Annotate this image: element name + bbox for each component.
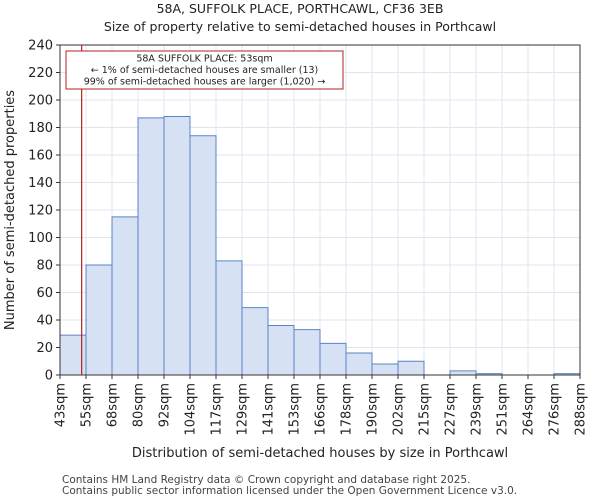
x-tick-label: 202sqm (392, 383, 407, 436)
y-tick-label: 220 (28, 66, 53, 81)
y-axis-label: Number of semi-detached properties (3, 90, 18, 330)
annotation-line: 99% of semi-detached houses are larger (… (84, 77, 326, 88)
histogram-bar (163, 116, 191, 376)
annotation-line: 58A SUFFOLK PLACE: 53sqm (136, 54, 272, 65)
chart-subtitle: Size of property relative to semi-detach… (103, 19, 497, 34)
y-tick-label: 80 (36, 259, 53, 274)
x-tick-label: 92sqm (158, 383, 173, 427)
x-tick-label: 166sqm (314, 383, 329, 436)
x-tick-label: 288sqm (574, 383, 589, 436)
x-tick-label: 264sqm (522, 383, 537, 436)
x-tick-label: 55sqm (80, 383, 95, 427)
x-tick-label: 104sqm (184, 383, 199, 436)
y-tick-label: 180 (28, 121, 53, 136)
x-tick-label: 141sqm (262, 383, 277, 436)
y-tick-label: 20 (36, 341, 53, 356)
x-tick-label: 129sqm (236, 383, 251, 436)
y-tick-label: 140 (28, 176, 53, 191)
x-tick-label: 215sqm (418, 383, 433, 436)
histogram-chart: 0 20 40 60 80 100 120 140 160 180 200 220 240 43sqm 55… (3, 39, 589, 462)
x-tick-label: 117sqm (210, 383, 225, 436)
x-tick-label: 43sqm (54, 383, 69, 427)
histogram-bar (241, 307, 269, 376)
x-tick-label: 239sqm (470, 383, 485, 436)
y-tick-label: 100 (28, 231, 53, 246)
histogram-bar (85, 264, 113, 376)
histogram-bar (371, 363, 399, 376)
y-tick-label: 0 (45, 369, 53, 384)
x-tick-label: 251sqm (496, 383, 511, 436)
x-tick-label: 178sqm (340, 383, 355, 436)
histogram-bar (397, 360, 425, 376)
histogram-bar (267, 325, 295, 376)
y-tick-label: 40 (36, 314, 53, 329)
chart-title: 58A, SUFFOLK PLACE, PORTHCAWL, CF36 3EB (156, 1, 444, 16)
histogram-bar (215, 260, 243, 376)
y-tick-label: 120 (28, 204, 53, 219)
x-tick-label: 227sqm (444, 383, 459, 436)
y-tick-label: 200 (28, 94, 53, 109)
footer-copyright: Contains HM Land Registry data © Crown c… (62, 474, 471, 486)
annotation-box (65, 50, 344, 90)
x-tick-label: 276sqm (548, 383, 563, 436)
y-tick-label: 240 (28, 39, 53, 54)
histogram-bar (319, 342, 347, 376)
histogram-bar (111, 216, 139, 376)
x-tick-label: 190sqm (366, 383, 381, 436)
histogram-bar (449, 370, 477, 376)
histogram-bar (189, 135, 217, 376)
histogram-bar (345, 352, 373, 376)
x-tick-label: 68sqm (106, 383, 121, 427)
histogram-bar (293, 329, 321, 376)
x-axis-label: Distribution of semi-detached houses by … (132, 446, 508, 461)
annotation-line: ← 1% of semi-detached houses are smaller… (91, 65, 319, 76)
histogram-bar (137, 117, 165, 376)
footer-licence: Contains public sector information licen… (62, 485, 518, 497)
y-tick-label: 60 (36, 286, 53, 301)
x-tick-label: 153sqm (288, 383, 303, 436)
y-tick-label: 160 (28, 149, 53, 164)
x-tick-label: 80sqm (132, 383, 147, 427)
